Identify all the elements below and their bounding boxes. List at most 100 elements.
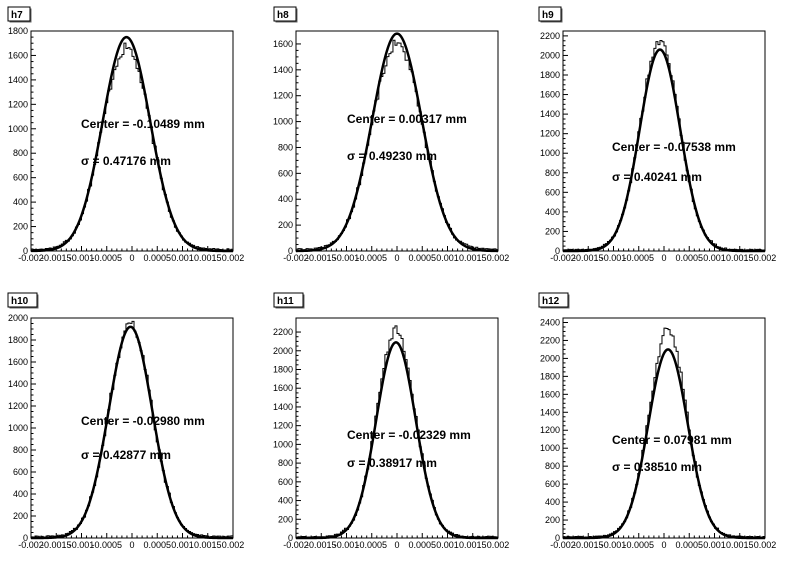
y-tick-label: 800 <box>545 168 560 178</box>
y-tick-label: 200 <box>278 514 293 524</box>
y-tick-label: 1200 <box>8 401 28 411</box>
x-tick-label: 0 <box>129 540 134 550</box>
y-tick-label: 1600 <box>540 389 560 399</box>
y-tick-label: 1400 <box>273 402 293 412</box>
y-tick-label: 2000 <box>540 50 560 60</box>
histogram-bars <box>295 39 499 251</box>
x-tick-label: 0.001 <box>171 540 194 550</box>
x-tick-label: 0.0005 <box>143 540 171 550</box>
y-tick-label: 1200 <box>273 421 293 431</box>
histogram-title: h9 <box>542 10 554 21</box>
title-box <box>273 292 304 308</box>
y-tick-label: 2000 <box>8 313 28 323</box>
histogram-panel-h8: h802004006008001000120014001600-0.002-0.… <box>273 6 510 263</box>
x-tick-label: -0.0005 <box>91 253 122 263</box>
y-tick-label: 200 <box>13 511 28 521</box>
y-tick-label: 800 <box>278 142 293 152</box>
histogram-bars <box>30 42 234 251</box>
x-tick-label: 0.002 <box>222 540 245 550</box>
x-tick-label: 0.001 <box>436 253 459 263</box>
x-tick-label: -0.001 <box>69 253 95 263</box>
y-tick-label: 1800 <box>8 335 28 345</box>
y-tick-label: 0 <box>23 246 28 256</box>
y-tick-label: 1400 <box>540 407 560 417</box>
y-tick-label: 1400 <box>8 75 28 85</box>
x-tick-label: 0.002 <box>754 253 777 263</box>
y-tick-label: 0 <box>288 246 293 256</box>
x-tick-label: -0.0015 <box>573 253 604 263</box>
center-annotation: Center = -0.02980 mm <box>81 414 205 428</box>
x-tick-label: 0.0005 <box>143 253 171 263</box>
y-tick-label: 1000 <box>8 124 28 134</box>
histogram-title: h10 <box>11 296 29 307</box>
gaussian-fit-curve <box>563 48 765 253</box>
y-tick-label: 0 <box>288 533 293 543</box>
center-annotation: Center = -0.10489 mm <box>81 117 205 131</box>
plot-frame <box>295 30 499 252</box>
histogram-panel-h12: h12 0 200 400 600 800 1000 1200 1400 1600 1800 2000… <box>538 292 777 550</box>
y-tick-label: 400 <box>278 496 293 506</box>
x-tick-label: -0.001 <box>334 540 360 550</box>
y-tick-label: 2200 <box>540 335 560 345</box>
y-tick-label: 600 <box>545 187 560 197</box>
x-tick-label: 0.001 <box>703 253 726 263</box>
x-tick-label: 0.002 <box>754 540 777 550</box>
y-tick-label: 1800 <box>273 364 293 374</box>
x-tick-label: -0.002 <box>283 253 309 263</box>
y-tick-label: 1200 <box>273 91 293 101</box>
sigma-annotation: σ = 0.40241 mm <box>612 170 702 184</box>
y-tick-label: 200 <box>278 220 293 230</box>
y-tick-label: 2000 <box>540 353 560 363</box>
x-tick-label: 0.0015 <box>459 540 487 550</box>
sigma-annotation: σ = 0.42877 mm <box>81 448 171 462</box>
y-tick-label: 800 <box>13 445 28 455</box>
y-tick-label: 2400 <box>540 317 560 327</box>
y-tick-label: 1200 <box>540 129 560 139</box>
y-tick-label: 1000 <box>273 117 293 127</box>
plot-frame <box>30 317 234 539</box>
x-tick-label: -0.001 <box>601 253 627 263</box>
x-tick-label: -0.002 <box>550 253 576 263</box>
y-tick-label: 600 <box>545 479 560 489</box>
y-tick-label: 400 <box>13 489 28 499</box>
x-tick-label: -0.001 <box>69 540 95 550</box>
x-tick-label: -0.0015 <box>41 540 72 550</box>
histogram-panel-h7: h7 0 200 400 600 800 1000 1200 1400 1600 1800 -0.00… <box>7 6 244 263</box>
x-tick-label: 0 <box>394 540 399 550</box>
center-annotation: Center = -0.02329 mm <box>347 428 471 442</box>
y-tick-label: 0 <box>23 533 28 543</box>
y-tick-label: 1400 <box>273 65 293 75</box>
x-tick-label: 0 <box>394 253 399 263</box>
y-tick-label: 1000 <box>8 423 28 433</box>
y-tick-label: 600 <box>278 168 293 178</box>
y-tick-label: 1000 <box>540 148 560 158</box>
sigma-annotation: σ = 0.38917 mm <box>347 456 437 470</box>
y-tick-label: 2200 <box>273 327 293 337</box>
x-tick-label: -0.0015 <box>41 253 72 263</box>
x-tick-label: 0.0015 <box>726 540 754 550</box>
x-tick-label: 0.001 <box>436 540 459 550</box>
x-tick-label: -0.0005 <box>623 540 654 550</box>
x-tick-label: -0.002 <box>283 540 309 550</box>
y-tick-label: 1600 <box>273 39 293 49</box>
histogram-panel-h11: h11 0 200 400 600 800 1000 1200 1400 1600 1800 2000… <box>273 292 509 550</box>
histogram-panel-h9: h9 0 200 400 600 800 1000 1200 1400 1600 1800 2000 2… <box>538 6 777 263</box>
x-tick-label: 0.002 <box>487 253 510 263</box>
y-tick-label: 400 <box>545 497 560 507</box>
y-tick-label: 2000 <box>273 346 293 356</box>
gaussian-fit-curve <box>295 32 499 253</box>
y-tick-label: 1600 <box>540 90 560 100</box>
x-tick-label: 0.001 <box>171 253 194 263</box>
y-tick-label: 2200 <box>540 31 560 41</box>
histogram-bars <box>30 320 234 538</box>
y-tick-label: 1200 <box>8 99 28 109</box>
y-tick-label: 1600 <box>8 50 28 60</box>
y-tick-label: 600 <box>278 477 293 487</box>
y-tick-label: 1800 <box>8 26 28 36</box>
x-tick-label: -0.0005 <box>623 253 654 263</box>
y-tick-label: 400 <box>13 197 28 207</box>
x-tick-label: 0.0005 <box>408 253 436 263</box>
x-tick-label: -0.0005 <box>356 540 387 550</box>
y-tick-label: 1200 <box>540 425 560 435</box>
